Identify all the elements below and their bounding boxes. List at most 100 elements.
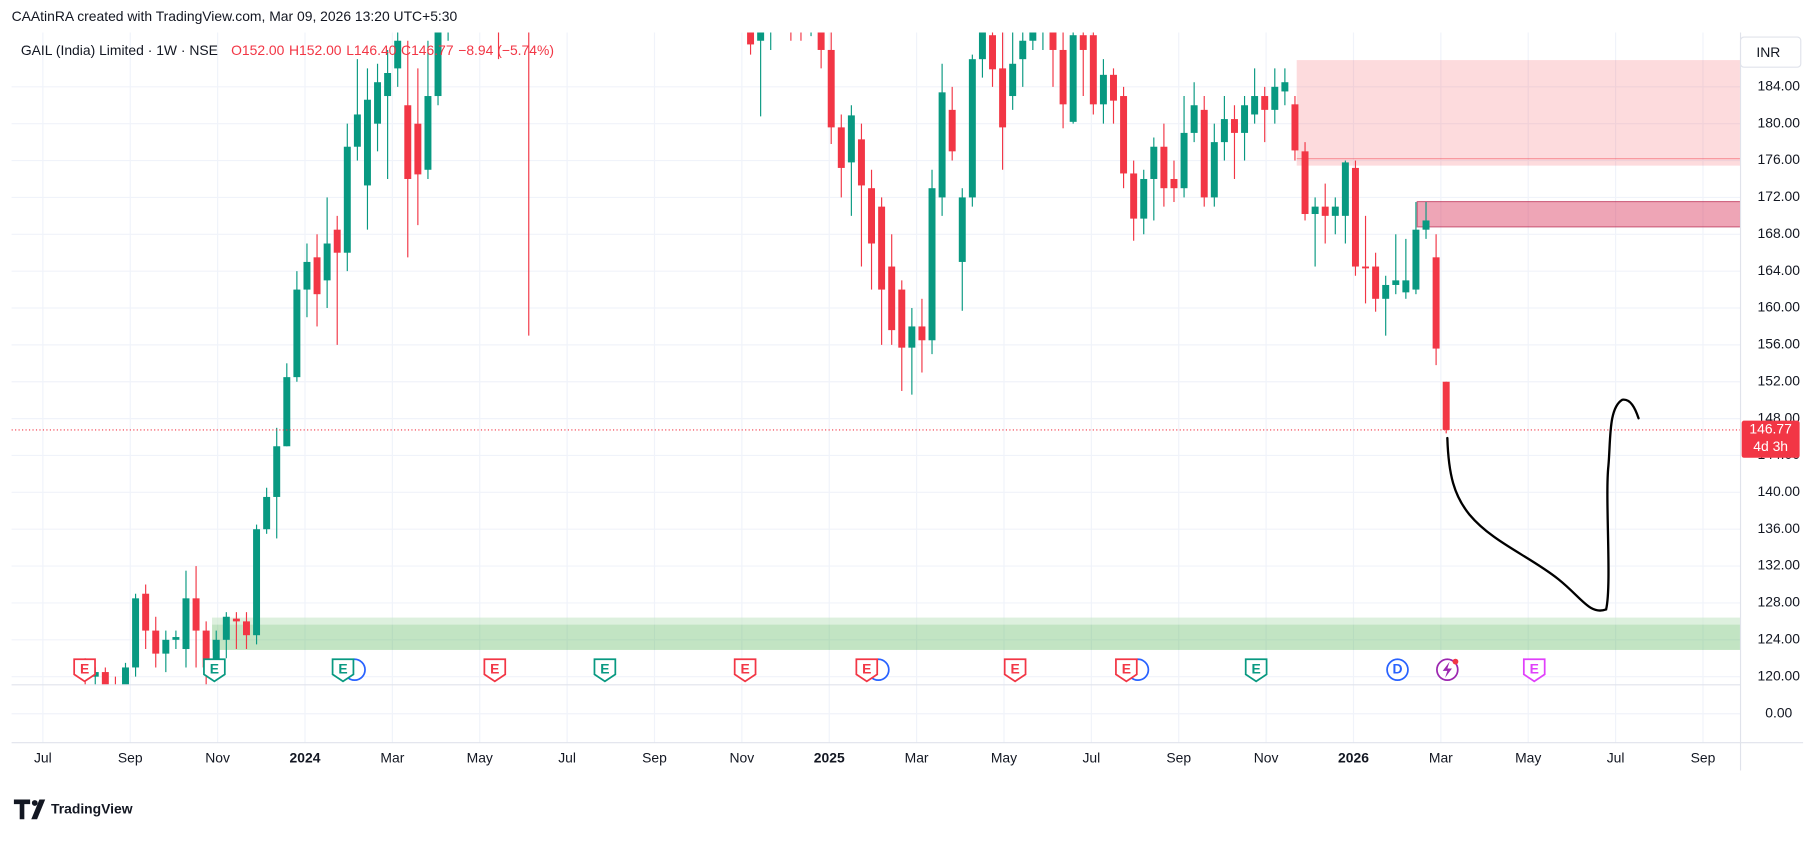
candle-body — [394, 40, 402, 69]
y-tick-label: 160.00 — [1758, 299, 1801, 315]
grid — [11, 32, 1741, 743]
legend: GAIL (India) Limited · 1W · NSE O152.00 H… — [21, 42, 554, 58]
event-marker — [733, 658, 757, 683]
zone — [212, 617, 1741, 650]
event-marker — [1003, 658, 1027, 683]
candle-body — [1150, 146, 1158, 179]
candle-body — [1200, 109, 1208, 198]
x-tick-label: Jul — [558, 750, 576, 766]
y-tick-label: 128.00 — [1758, 594, 1801, 610]
candle-body — [1180, 132, 1188, 189]
candle-body — [202, 630, 210, 668]
x-tick-label: Nov — [205, 750, 230, 766]
y-tick-label: 168.00 — [1758, 225, 1801, 241]
currency-box[interactable] — [1739, 36, 1802, 68]
y-tick-label: 156.00 — [1758, 336, 1801, 352]
candle-body — [1402, 280, 1410, 293]
event-label: E — [1252, 660, 1261, 676]
candle-body — [152, 630, 160, 654]
candle-body — [142, 593, 150, 631]
event-label: E — [80, 660, 89, 676]
event-marker — [855, 658, 879, 683]
candle-body — [1432, 257, 1440, 349]
zone-band — [212, 617, 1741, 625]
candle-body — [1009, 63, 1017, 97]
candle-body — [1079, 35, 1087, 50]
y-tick-label: 180.00 — [1758, 114, 1801, 130]
candle-body — [817, 32, 825, 50]
x-tick-label: 2026 — [1338, 750, 1369, 766]
candle-body — [222, 616, 230, 640]
legend-value: O152.00 — [231, 42, 285, 58]
x-tick-label: May — [991, 750, 1017, 766]
zones — [212, 60, 1741, 650]
candle-body — [384, 72, 392, 97]
event-marker — [483, 658, 507, 683]
candle-body — [948, 109, 956, 152]
candle-body — [172, 637, 180, 640]
candle-body — [333, 229, 341, 253]
currency-label[interactable]: INR — [1756, 44, 1780, 60]
candle-body — [232, 618, 240, 622]
countdown-label: 4d 3h — [1753, 438, 1788, 454]
candle-body — [827, 49, 835, 128]
candle-body — [978, 32, 986, 60]
candle-body — [1170, 178, 1178, 189]
candle-body — [1301, 151, 1309, 215]
hand-drawn-path — [1446, 398, 1640, 612]
candle-body — [1190, 105, 1198, 133]
x-tick-label: May — [467, 750, 493, 766]
x-tick-label: Nov — [1254, 750, 1279, 766]
event-label: E — [1530, 660, 1539, 676]
candle-body — [263, 496, 271, 530]
candle-body — [868, 188, 876, 244]
last-price-label: 146.77 — [1749, 421, 1792, 437]
candle-body — [101, 672, 109, 685]
x-tick-label: 2024 — [290, 750, 321, 766]
candle-body — [1362, 266, 1370, 269]
x-tick-label: Mar — [1429, 750, 1453, 766]
candle-body — [1220, 119, 1228, 143]
candle-body — [1321, 206, 1329, 216]
candle-body — [958, 197, 966, 262]
candle-body — [243, 621, 250, 636]
candle-body — [1392, 280, 1400, 285]
candle-body — [1382, 284, 1390, 299]
event-marker — [1115, 658, 1138, 683]
candle-body — [1110, 74, 1117, 101]
candle-body — [1099, 74, 1107, 105]
candle-body — [182, 598, 190, 650]
candle-body — [212, 639, 220, 668]
candle-body — [1059, 49, 1067, 105]
event-marker — [593, 658, 617, 683]
event-label: E — [338, 660, 347, 676]
candle-body — [374, 82, 382, 124]
candle-body — [847, 115, 855, 163]
candle-body — [888, 266, 896, 331]
x-tick-label: Jul — [34, 750, 52, 766]
candle-body — [122, 667, 129, 685]
y-tick-label: 140.00 — [1758, 483, 1801, 499]
candle-body — [1271, 86, 1279, 110]
candle-body — [999, 68, 1007, 128]
candle-body — [1120, 96, 1128, 174]
y-tick-label: 176.00 — [1758, 151, 1801, 167]
event-marker — [331, 658, 355, 683]
brand-name: TradingView — [51, 801, 133, 817]
x-tick-label: Sep — [642, 750, 667, 766]
candle-body — [989, 35, 996, 70]
legend-value: −8.94 (−5.74%) — [458, 42, 554, 58]
candle-body — [1069, 35, 1077, 122]
candle-body — [1351, 167, 1359, 267]
candle-body — [1230, 119, 1238, 133]
event-marker — [73, 658, 96, 683]
candle-body — [1261, 96, 1269, 110]
x-tick-label: Jul — [1607, 750, 1625, 766]
candle-body — [1442, 381, 1450, 430]
y-tick-label: 172.00 — [1758, 188, 1801, 204]
candle-body — [273, 446, 281, 497]
x-tick-label: Jul — [1082, 750, 1100, 766]
